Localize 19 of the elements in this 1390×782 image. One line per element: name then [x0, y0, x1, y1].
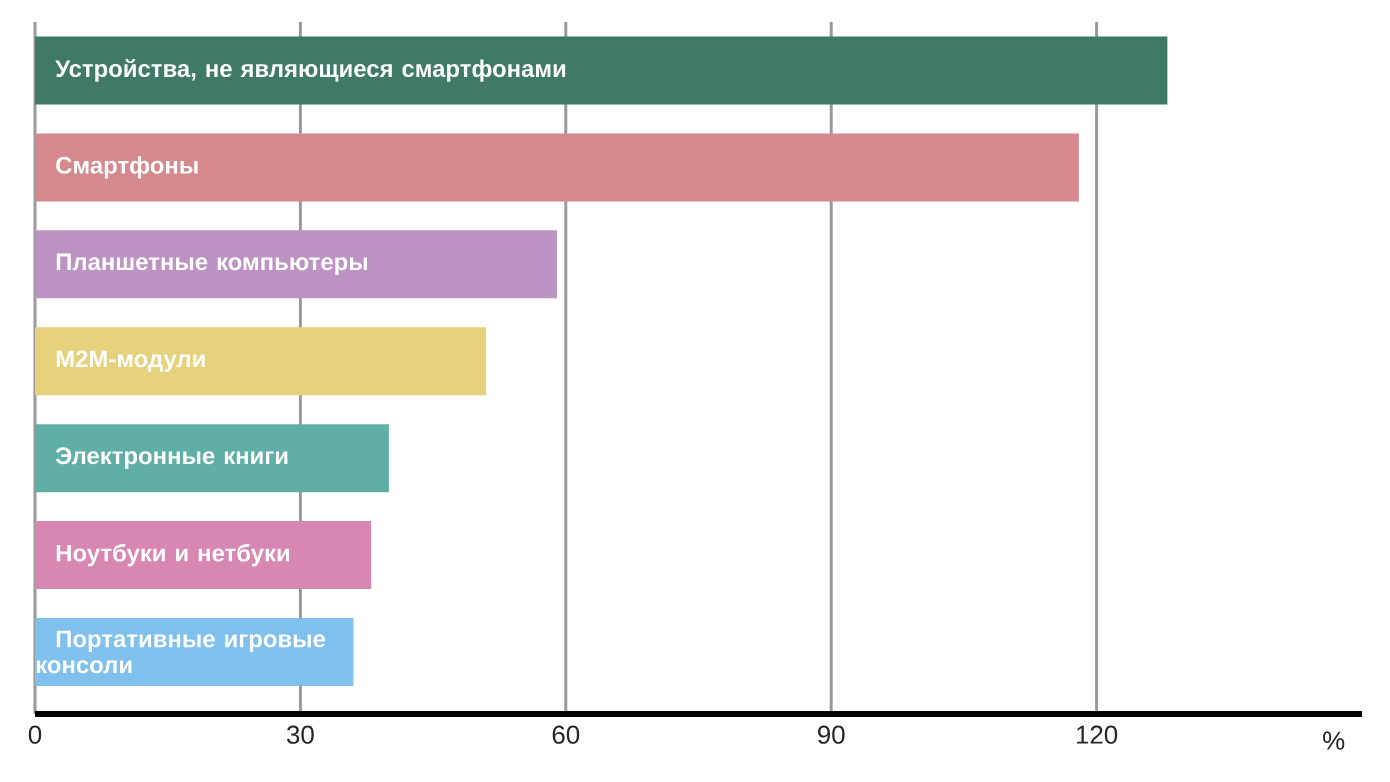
- bar: [35, 133, 1079, 202]
- y-tick-label: М2М-модули: [56, 350, 205, 373]
- bar: [35, 521, 372, 590]
- y-tick-label: Планшетные компьютеры: [56, 253, 368, 276]
- x-tick-label: 0: [28, 725, 42, 744]
- bar: [35, 424, 389, 493]
- bar: [35, 230, 557, 299]
- x-tick-label: 30: [286, 725, 314, 744]
- x-tick-label: 90: [818, 725, 845, 744]
- x-tick-label: 120: [1076, 725, 1118, 744]
- x-axis-title: %: [1323, 731, 1345, 750]
- y-tick-label: Ноутбуки и нетбуки: [56, 543, 290, 567]
- bar: [35, 327, 487, 396]
- bar: [35, 36, 1168, 105]
- y-tick-label: Электронные книги: [55, 447, 288, 469]
- y-tick-label: Портативные игровые консоли: [36, 630, 326, 674]
- x-tick-label: 60: [552, 725, 580, 744]
- y-tick-label: Смартфоны: [56, 156, 198, 179]
- y-tick-label: Устройства, не являющиеся смартфонами: [55, 59, 566, 82]
